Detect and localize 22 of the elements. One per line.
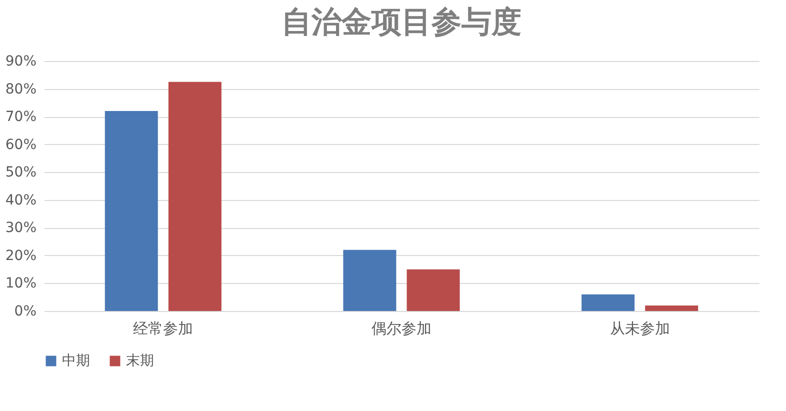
y-tick-label: 60%: [5, 136, 36, 153]
x-tick-label: 从未参加: [610, 320, 670, 338]
y-tick-label: 40%: [5, 192, 36, 208]
y-tick-label: 10%: [5, 276, 36, 292]
bar: [582, 294, 635, 311]
x-tick-label: 经常参加: [133, 320, 194, 338]
y-tick-label: 50%: [5, 164, 36, 181]
y-tick-label: 90%: [5, 54, 36, 70]
y-tick-label: 30%: [5, 220, 36, 236]
y-tick-label: 0%: [14, 304, 36, 320]
bar: [104, 111, 158, 311]
bar: [343, 250, 396, 311]
x-tick-label: 偶尔参加: [372, 320, 432, 338]
y-tick-label: 70%: [5, 109, 36, 126]
bar: [645, 305, 698, 311]
bar: [168, 82, 222, 311]
chart-title: 自治金项目参与度: [282, 5, 522, 40]
y-tick-label: 80%: [5, 81, 36, 98]
y-tick-label: 20%: [5, 248, 36, 264]
legend-label: 中期: [62, 353, 90, 369]
bar: [406, 269, 460, 311]
legend-label: 末期: [126, 353, 154, 369]
